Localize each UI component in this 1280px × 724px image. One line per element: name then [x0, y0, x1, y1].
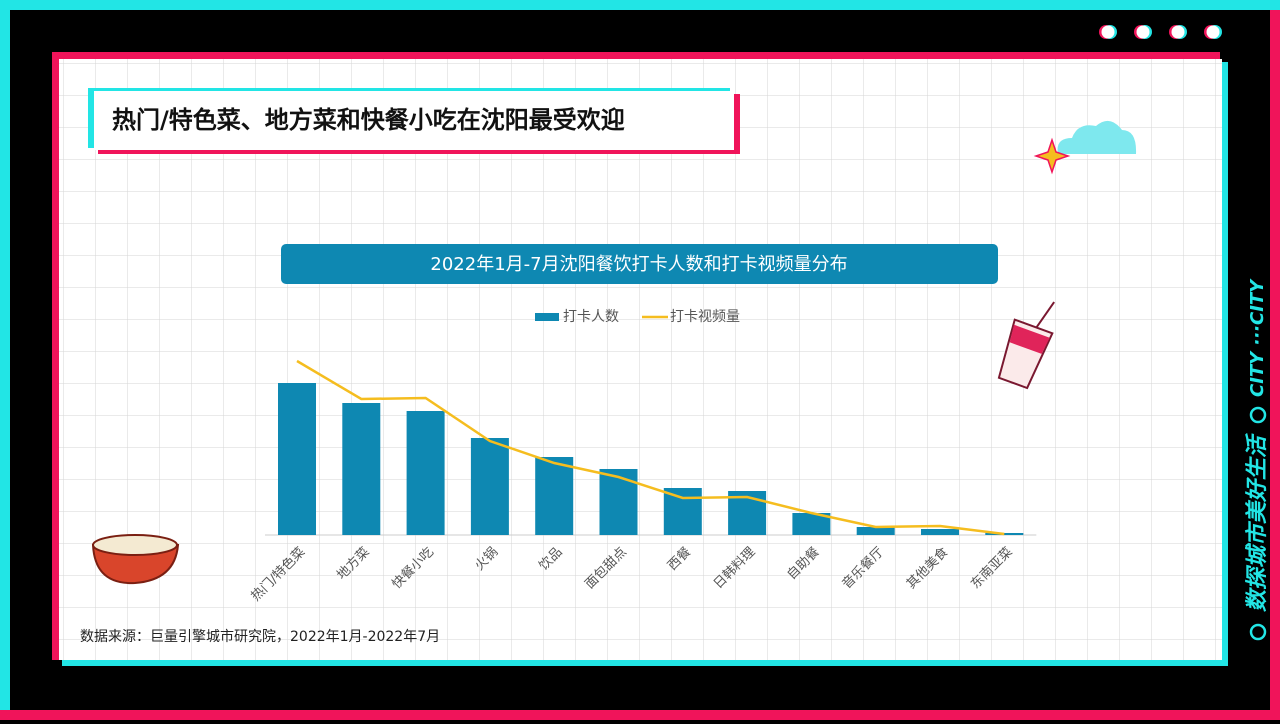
search-icon — [1249, 406, 1267, 424]
bowl — [91, 534, 180, 585]
bar — [535, 457, 574, 535]
bar — [599, 469, 638, 535]
bar — [342, 403, 381, 535]
source: 数据来源：巨量引擎城市研究院，2022年1月-2022年7月 — [80, 628, 440, 645]
bar — [921, 529, 959, 535]
frame — [0, 710, 1280, 720]
dots — [1099, 25, 1222, 39]
bar — [663, 488, 702, 535]
frame — [0, 0, 10, 710]
chart-title-banner — [281, 244, 998, 284]
bar — [278, 383, 316, 535]
cup — [997, 301, 1055, 390]
legend-label: 打卡视频量 — [670, 308, 740, 325]
bar — [856, 527, 895, 535]
chart-title: 2022年1月-7月沈阳餐饮打卡人数和打卡视频量分布 — [430, 254, 847, 275]
bar — [792, 513, 831, 535]
frame — [0, 0, 1280, 10]
bar — [470, 438, 509, 535]
line — [296, 359, 1005, 536]
title-box — [94, 91, 734, 150]
side-tag: CITY ···CITY — [1247, 278, 1268, 397]
side-text: 数探城市美好生活 CITY ···CITY — [1244, 278, 1270, 641]
legend-swatch — [535, 313, 559, 321]
frame — [1270, 10, 1280, 720]
cloud — [1033, 120, 1137, 175]
bar — [406, 411, 445, 535]
search-icon — [1249, 623, 1267, 641]
legend-label: 打卡人数 — [563, 308, 619, 325]
slide-title: 热门/特色菜、地方菜和快餐小吃在沈阳最受欢迎 — [112, 106, 625, 134]
side-title: 数探城市美好生活 — [1244, 432, 1270, 612]
